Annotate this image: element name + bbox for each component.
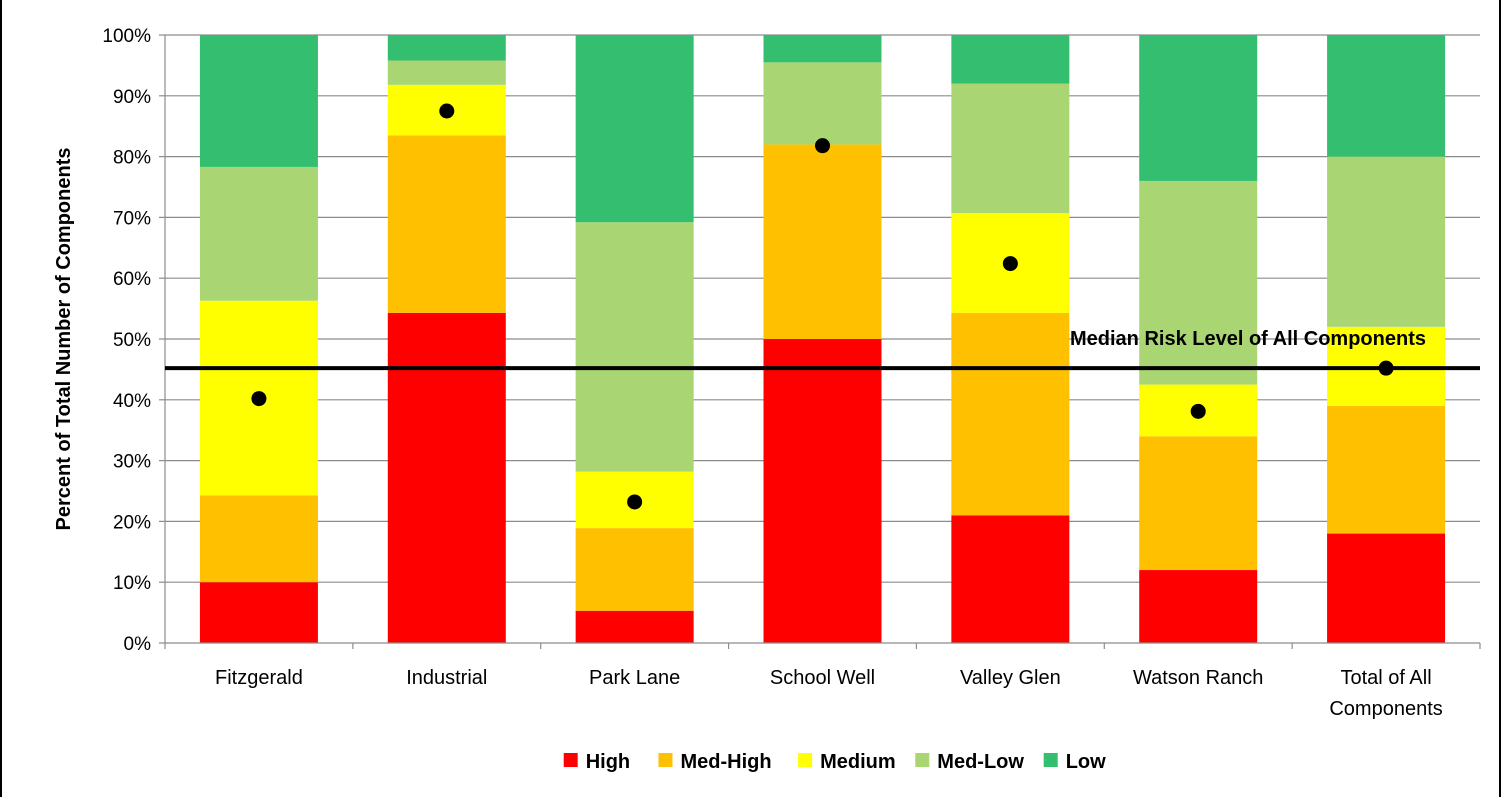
bar-segment: [1327, 156, 1446, 327]
reference-line-group: Median Risk Level of All Components: [165, 328, 1480, 371]
bar-segment: [1139, 35, 1258, 181]
median-marker: [1190, 403, 1206, 419]
bar-segment: [951, 35, 1070, 84]
bar-segment: [387, 312, 506, 643]
y-tick-label: 100%: [102, 26, 151, 47]
bar-segment: [387, 60, 506, 85]
bar-segment: [1327, 533, 1446, 643]
bar-segment: [1139, 570, 1258, 643]
axes: 0% 10% 20% 30% 40% 50% 60% 70% 80% 90% 100% Fitzger…: [102, 26, 1481, 720]
bar-segment: [951, 515, 1070, 643]
category-label: School Well: [770, 667, 875, 689]
y-tick-label: 30%: [113, 452, 151, 473]
median-marker: [1378, 360, 1394, 376]
bar-segment: [763, 35, 882, 63]
median-reference-label: Median Risk Level of All Components: [1070, 328, 1426, 350]
y-tick-label: 50%: [113, 330, 151, 351]
bar-segment: [763, 144, 882, 339]
markers: [251, 103, 1394, 510]
bar-segment: [763, 62, 882, 145]
bar-segment: [763, 339, 882, 643]
y-tick-label: 20%: [113, 512, 151, 533]
bar-segment: [199, 495, 318, 583]
legend-label: Medium: [820, 751, 896, 773]
category-label: Fitzgerald: [215, 667, 303, 689]
category-label: Valley Glen: [960, 667, 1061, 689]
median-marker: [815, 138, 830, 154]
bar-segment: [575, 222, 694, 472]
bar-segment: [199, 582, 318, 643]
bar-segment: [951, 83, 1070, 214]
category-label: Watson Ranch: [1133, 667, 1263, 689]
legend-swatch: [563, 753, 578, 767]
y-tick-label: 60%: [113, 269, 151, 290]
legend-swatch: [1043, 753, 1058, 767]
y-tick-label: 10%: [113, 573, 151, 594]
median-marker: [627, 494, 643, 510]
median-marker: [439, 103, 455, 119]
bar-segment: [575, 528, 694, 611]
bar-segment: [575, 610, 694, 643]
category-label: Industrial: [406, 667, 487, 689]
median-marker: [251, 391, 267, 407]
bar-segment: [951, 312, 1070, 516]
bar-segment: [199, 166, 318, 301]
y-tick-label: 70%: [113, 208, 151, 229]
bar-segment: [1327, 35, 1446, 157]
y-axis-title: Percent of Total Number of Components: [53, 148, 75, 531]
bar-segment: [387, 35, 506, 61]
median-marker: [1002, 256, 1018, 272]
bar-segment: [1327, 405, 1446, 534]
legend-label: Med-High: [681, 751, 772, 773]
legend-label: Low: [1066, 751, 1106, 773]
category-label: Park Lane: [589, 667, 680, 689]
y-tick-label: 90%: [113, 87, 151, 108]
legend-swatch: [798, 753, 813, 767]
bar-segment: [199, 35, 318, 167]
legend-label: Med-Low: [937, 751, 1024, 773]
bar-segment: [575, 35, 694, 223]
y-tick-label: 80%: [113, 148, 151, 169]
y-tick-label: 40%: [113, 391, 151, 412]
bar-segment: [1139, 180, 1258, 385]
legend: High Med-High Medium Med-Low Low: [563, 751, 1106, 773]
legend-label: High: [586, 751, 630, 773]
bar-segment: [387, 135, 506, 313]
y-tick-label: 0%: [124, 634, 152, 655]
legend-swatch: [915, 753, 930, 767]
bar-segment: [1139, 436, 1258, 571]
legend-swatch: [658, 753, 673, 767]
category-label: Total of All Components: [1329, 667, 1442, 720]
